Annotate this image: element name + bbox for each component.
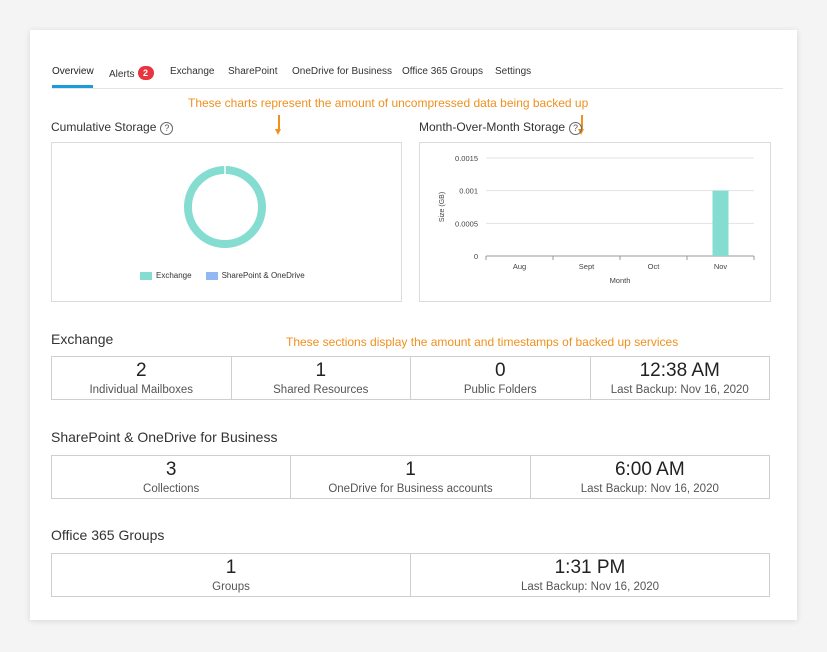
exchange-last-backup-stat: 12:38 AM Last Backup: Nov 16, 2020 xyxy=(591,357,770,399)
tab-onedrive[interactable]: OneDrive for Business xyxy=(292,66,393,77)
tab-alerts[interactable]: Alerts 2 xyxy=(109,66,154,80)
cumulative-storage-title: Cumulative Storage? xyxy=(51,120,174,135)
stat-label: Last Backup: Nov 16, 2020 xyxy=(520,581,660,593)
stat-value: 12:38 AM xyxy=(639,360,720,381)
groups-section-title: Office 365 Groups xyxy=(51,527,165,543)
onedrive-accounts-stat: 1 OneDrive for Business accounts xyxy=(291,456,531,498)
legend-swatch-sharepoint xyxy=(205,271,218,280)
sharepoint-stats: 3 Collections 1 OneDrive for Business acco… xyxy=(51,455,770,499)
overview-card: Overview Alerts 2 Exchange SharePoint One… xyxy=(30,30,797,620)
x-tick-label: Aug xyxy=(513,262,526,271)
donut-segment-exchange xyxy=(184,166,266,248)
cumulative-legend: Exchange SharePoint & OneDrive xyxy=(140,271,305,280)
active-tab-indicator xyxy=(52,85,93,88)
mom-bar-chart: 0.0015 0.001 0.0005 0 Aug Sept Oct Nov Month Size… xyxy=(439,154,755,285)
tab-office365-groups[interactable]: Office 365 Groups xyxy=(402,66,483,77)
stat-label: Collections xyxy=(143,483,200,495)
y-tick-label: 0.001 xyxy=(459,187,478,196)
tab-overview[interactable]: Overview xyxy=(52,66,94,77)
exchange-public-folders-stat: 0 Public Folders xyxy=(411,357,591,399)
stat-value: 2 xyxy=(135,360,147,381)
tab-alerts-label: Alerts xyxy=(109,69,135,80)
question-circle-icon[interactable]: ? xyxy=(160,122,174,135)
legend-label-exchange: Exchange xyxy=(156,271,192,280)
cumulative-donut-chart xyxy=(184,165,266,248)
y-tick-label: 0 xyxy=(474,252,478,261)
exchange-section-title: Exchange xyxy=(51,331,114,347)
mom-storage-label: Month-Over-Month Storage xyxy=(419,120,566,134)
mom-storage-panel: 0.0015 0.001 0.0005 0 Aug Sept Oct Nov Month Size… xyxy=(419,142,771,302)
annotation-arrow-right xyxy=(578,115,584,135)
stat-label: Shared Resources xyxy=(273,384,369,396)
stat-value: 1 xyxy=(405,459,416,480)
question-circle-icon[interactable]: ? xyxy=(569,122,583,135)
stat-value: 6:00 AM xyxy=(614,459,685,480)
mom-storage-title: Month-Over-Month Storage? xyxy=(419,120,583,135)
stat-label: Groups xyxy=(212,581,250,593)
y-tick-label: 0.0015 xyxy=(455,154,478,163)
stat-label: Last Backup: Nov 16, 2020 xyxy=(610,384,749,396)
groups-count-stat: 1 Groups xyxy=(52,554,411,596)
exchange-stats: 2 Individual Mailboxes 1 Shared Resources … xyxy=(51,356,770,400)
groups-last-backup-stat: 1:31 PM Last Backup: Nov 16, 2020 xyxy=(411,554,769,596)
tab-settings[interactable]: Settings xyxy=(495,66,532,77)
tab-sharepoint[interactable]: SharePoint xyxy=(228,66,278,77)
cumulative-storage-panel: Exchange SharePoint & OneDrive xyxy=(51,142,402,302)
cumulative-storage-label: Cumulative Storage xyxy=(51,120,157,134)
sharepoint-section-title: SharePoint & OneDrive for Business xyxy=(51,429,278,445)
y-tick-label: 0.0005 xyxy=(455,219,478,228)
alerts-count-badge: 2 xyxy=(137,66,154,80)
x-tick-label: Sept xyxy=(579,262,595,271)
x-tick-label: Nov xyxy=(714,262,728,271)
annotation-arrow-left xyxy=(275,115,281,135)
stat-value: 0 xyxy=(494,360,506,381)
y-axis-label: Size (GB) xyxy=(439,192,446,222)
charts-annotation: These charts represent the amount of unc… xyxy=(188,96,589,110)
exchange-mailboxes-stat: 2 Individual Mailboxes xyxy=(52,357,232,399)
stat-value: 1 xyxy=(315,360,327,381)
stat-label: OneDrive for Business accounts xyxy=(328,483,493,495)
sections-annotation: These sections display the amount and ti… xyxy=(286,335,679,349)
legend-swatch-exchange xyxy=(140,271,152,280)
stat-value: 3 xyxy=(165,459,177,480)
sharepoint-last-backup-stat: 6:00 AM Last Backup: Nov 16, 2020 xyxy=(531,456,769,498)
stat-value: 1 xyxy=(225,557,237,578)
bar-nov xyxy=(712,190,729,256)
x-axis-label: Month xyxy=(610,276,631,285)
stat-label: Public Folders xyxy=(463,384,537,396)
groups-stats: 1 Groups 1:31 PM Last Backup: Nov 16, 2020 xyxy=(51,553,770,597)
legend-label-sharepoint: SharePoint & OneDrive xyxy=(221,271,305,280)
sharepoint-collections-stat: 3 Collections xyxy=(52,456,292,498)
stat-label: Individual Mailboxes xyxy=(89,384,194,396)
exchange-shared-resources-stat: 1 Shared Resources xyxy=(232,357,411,399)
stat-label: Last Backup: Nov 16, 2020 xyxy=(580,483,719,495)
x-tick-label: Oct xyxy=(648,262,661,271)
stat-value: 1:31 PM xyxy=(554,557,626,578)
tab-bar xyxy=(52,30,783,89)
tab-exchange[interactable]: Exchange xyxy=(170,66,215,77)
